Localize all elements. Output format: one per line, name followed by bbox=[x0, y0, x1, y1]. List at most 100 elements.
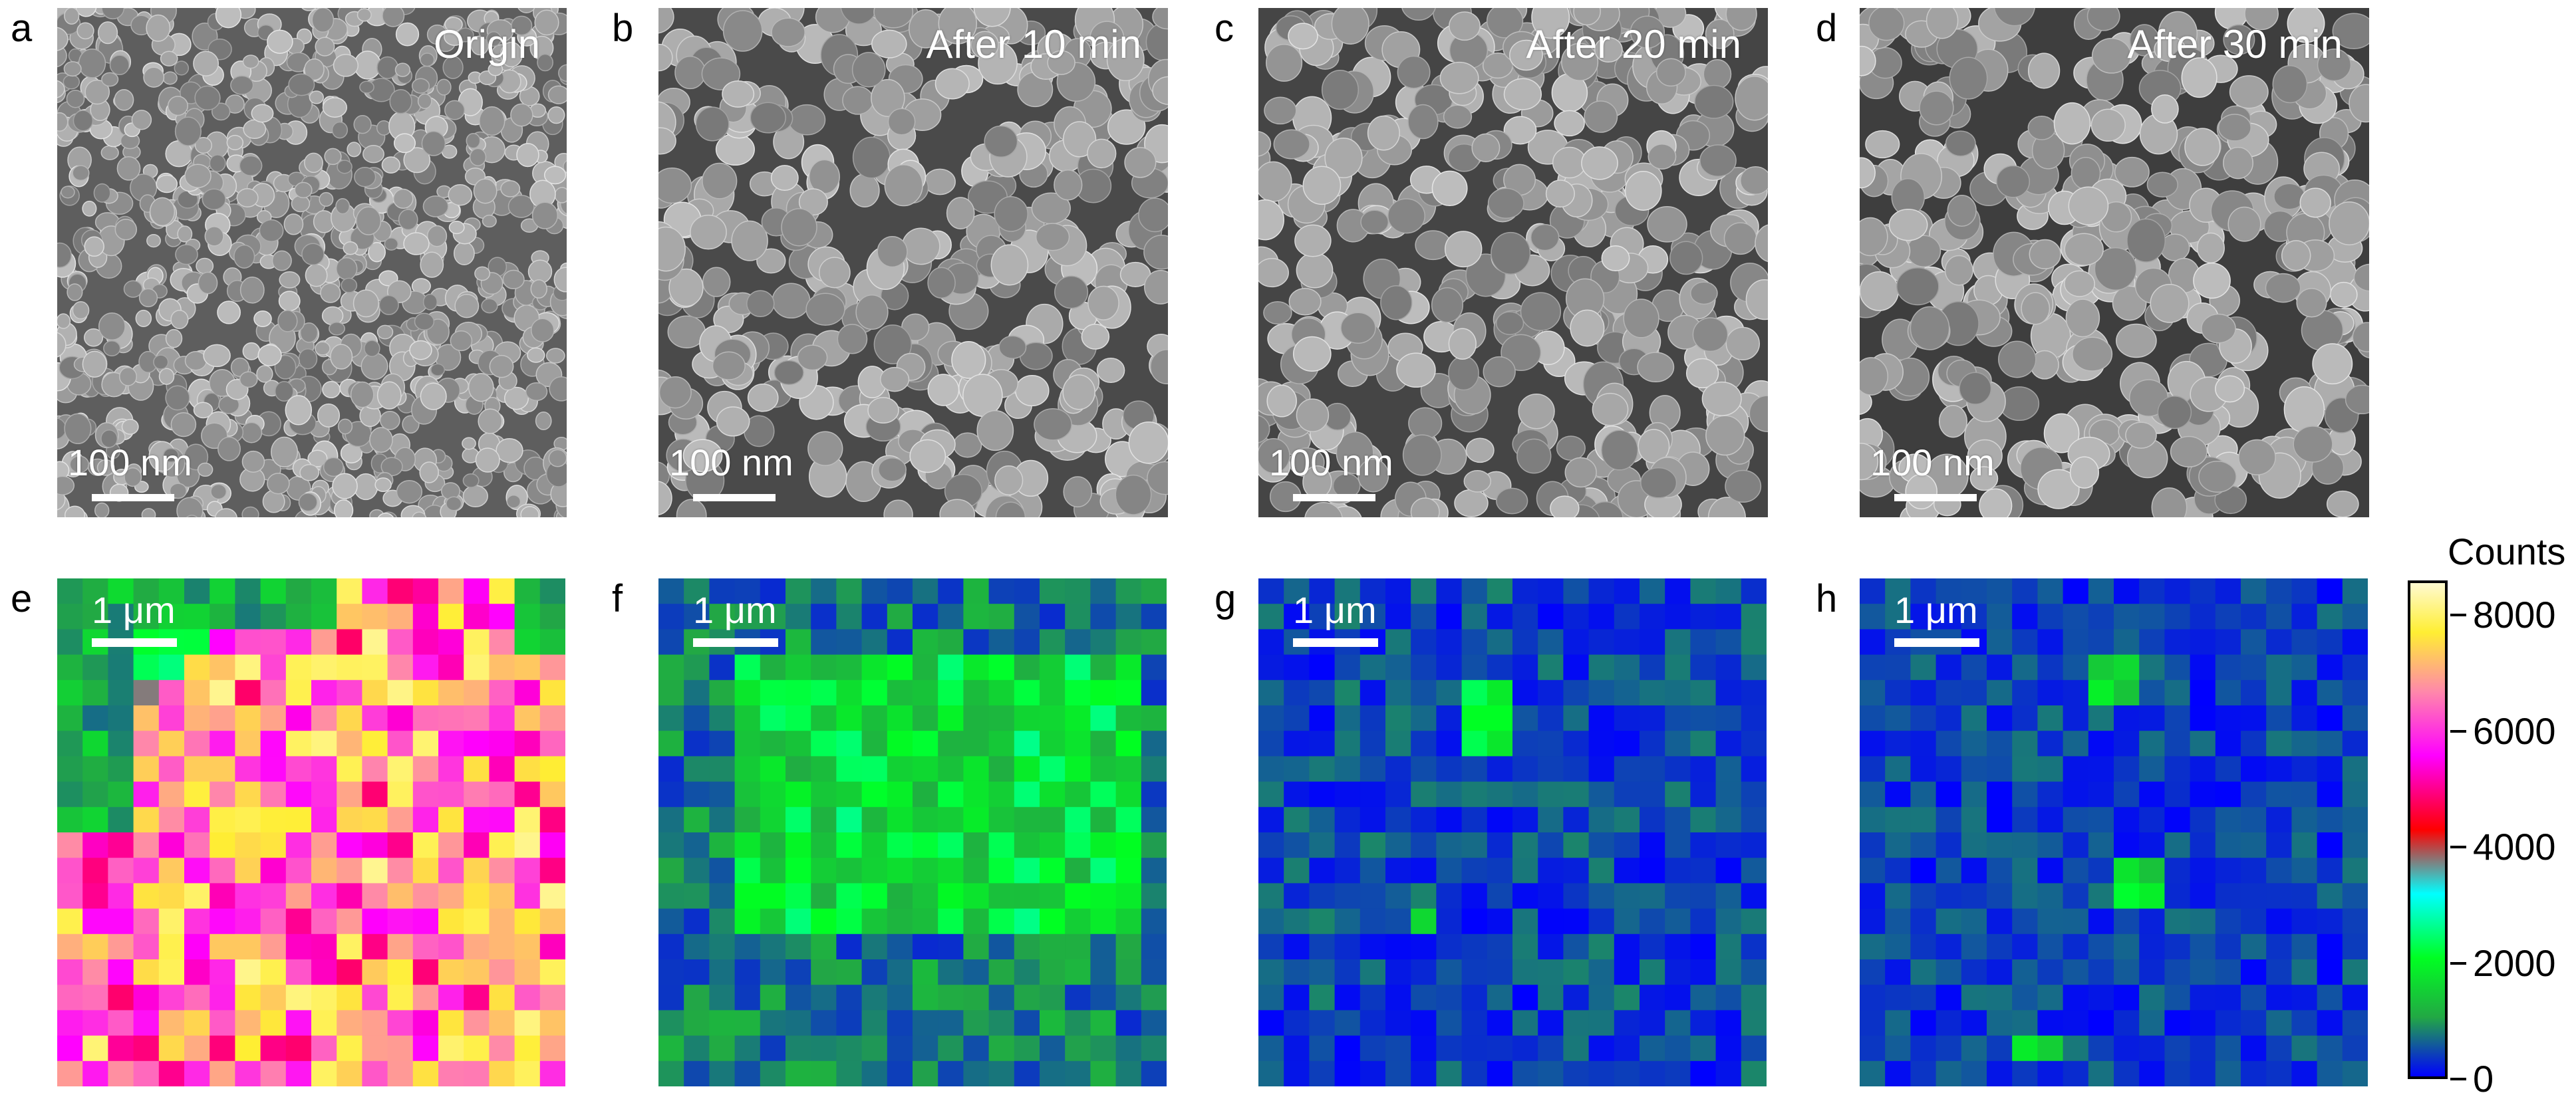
sem-grain bbox=[320, 283, 341, 303]
sem-grain bbox=[1725, 469, 1762, 503]
map-pixel bbox=[811, 985, 837, 1011]
map-pixel bbox=[1563, 1060, 1590, 1086]
map-pixel bbox=[1040, 933, 1066, 960]
map-pixel bbox=[1436, 679, 1463, 706]
sem-grain bbox=[170, 412, 197, 437]
map-pixel bbox=[362, 858, 388, 884]
map-pixel bbox=[861, 959, 888, 985]
map-pixel bbox=[1690, 679, 1717, 706]
map-pixel bbox=[1910, 781, 1937, 808]
map-pixel bbox=[2012, 933, 2038, 960]
sem-grain bbox=[241, 450, 265, 473]
sem-grain bbox=[2065, 299, 2100, 338]
sem-grain bbox=[1302, 166, 1342, 205]
sem-grain bbox=[1396, 352, 1436, 388]
sem-grain bbox=[2150, 284, 2190, 323]
map-pixel bbox=[1538, 578, 1564, 604]
map-pixel bbox=[861, 1035, 888, 1062]
colorbar-title: Counts bbox=[2448, 531, 2566, 572]
map-pixel bbox=[2291, 959, 2318, 985]
map-pixel bbox=[1090, 959, 1117, 985]
map-pixel bbox=[2088, 604, 2114, 630]
sem-grain bbox=[478, 408, 503, 434]
map-pixel bbox=[2088, 578, 2114, 604]
map-pixel bbox=[464, 629, 490, 656]
sem-grain bbox=[359, 80, 374, 94]
map-pixel bbox=[760, 756, 786, 783]
map-pixel bbox=[285, 578, 312, 604]
map-pixel bbox=[210, 1035, 235, 1062]
sem-grain bbox=[1264, 96, 1297, 125]
sem-grain bbox=[2265, 273, 2301, 303]
sem-grain bbox=[2029, 239, 2061, 270]
map-pixel bbox=[1385, 679, 1411, 706]
sem-grain bbox=[1647, 205, 1687, 243]
map-pixel bbox=[2139, 578, 2165, 604]
sem-grain bbox=[1947, 195, 1977, 227]
sem-grain bbox=[772, 283, 811, 319]
map-pixel bbox=[412, 1010, 439, 1037]
sem-grain bbox=[156, 174, 178, 193]
sem-grain bbox=[873, 324, 912, 364]
map-pixel bbox=[235, 1035, 261, 1062]
map-pixel bbox=[2037, 933, 2064, 960]
map-pixel bbox=[2012, 578, 2038, 604]
map-pixel bbox=[1385, 578, 1411, 604]
map-pixel bbox=[184, 578, 210, 604]
map-pixel bbox=[2317, 1010, 2343, 1037]
map-pixel bbox=[514, 985, 541, 1011]
sem-grain bbox=[851, 52, 886, 88]
map-pixel bbox=[2164, 629, 2191, 656]
map-pixel bbox=[362, 731, 388, 757]
map-pixel bbox=[2088, 679, 2114, 706]
map-pixel bbox=[913, 959, 938, 985]
sem-grain bbox=[1518, 393, 1555, 430]
map-pixel bbox=[1461, 578, 1488, 604]
sem-grain bbox=[1410, 497, 1440, 517]
map-pixel bbox=[1665, 933, 1691, 960]
map-pixel bbox=[811, 1010, 837, 1037]
map-pixel bbox=[2342, 933, 2368, 960]
map-pixel bbox=[2063, 705, 2089, 731]
map-pixel bbox=[1385, 858, 1411, 884]
map-pixel bbox=[1987, 933, 2013, 960]
map-pixel bbox=[210, 933, 235, 960]
sem-grain bbox=[398, 209, 418, 231]
map-pixel bbox=[760, 985, 786, 1011]
map-pixel bbox=[861, 908, 888, 935]
map-pixel bbox=[1141, 705, 1167, 731]
map-pixel bbox=[1284, 883, 1310, 910]
map-pixel bbox=[1411, 705, 1437, 731]
sem-grain bbox=[335, 257, 358, 281]
map-pixel bbox=[938, 705, 964, 731]
sem-grain bbox=[1431, 287, 1464, 323]
map-pixel bbox=[1284, 604, 1310, 630]
map-pixel bbox=[734, 679, 761, 706]
map-pixel bbox=[1961, 858, 1987, 884]
map-pixel bbox=[133, 806, 160, 833]
map-pixel bbox=[1309, 883, 1336, 910]
map-pixel bbox=[2114, 908, 2140, 935]
map-pixel bbox=[1961, 985, 1987, 1011]
map-pixel bbox=[1065, 731, 1091, 757]
map-pixel bbox=[1284, 1010, 1310, 1037]
sem-grain bbox=[1601, 430, 1639, 471]
map-pixel bbox=[108, 731, 134, 757]
sem-grain bbox=[2021, 292, 2051, 325]
map-pixel bbox=[57, 883, 83, 910]
map-pixel bbox=[1512, 985, 1538, 1011]
map-pixel bbox=[2037, 858, 2064, 884]
map-pixel bbox=[260, 654, 287, 681]
map-pixel bbox=[2088, 781, 2114, 808]
map-pixel bbox=[709, 1035, 736, 1062]
map-pixel bbox=[438, 756, 464, 783]
map-pixel bbox=[1512, 756, 1538, 783]
sem-grain bbox=[2329, 201, 2369, 245]
map-pixel bbox=[210, 959, 235, 985]
map-pixel bbox=[1690, 629, 1717, 656]
map-pixel bbox=[2164, 806, 2191, 833]
map-pixel bbox=[1334, 604, 1361, 630]
map-pixel bbox=[963, 604, 990, 630]
map-pixel bbox=[108, 806, 134, 833]
map-pixel bbox=[658, 908, 684, 935]
